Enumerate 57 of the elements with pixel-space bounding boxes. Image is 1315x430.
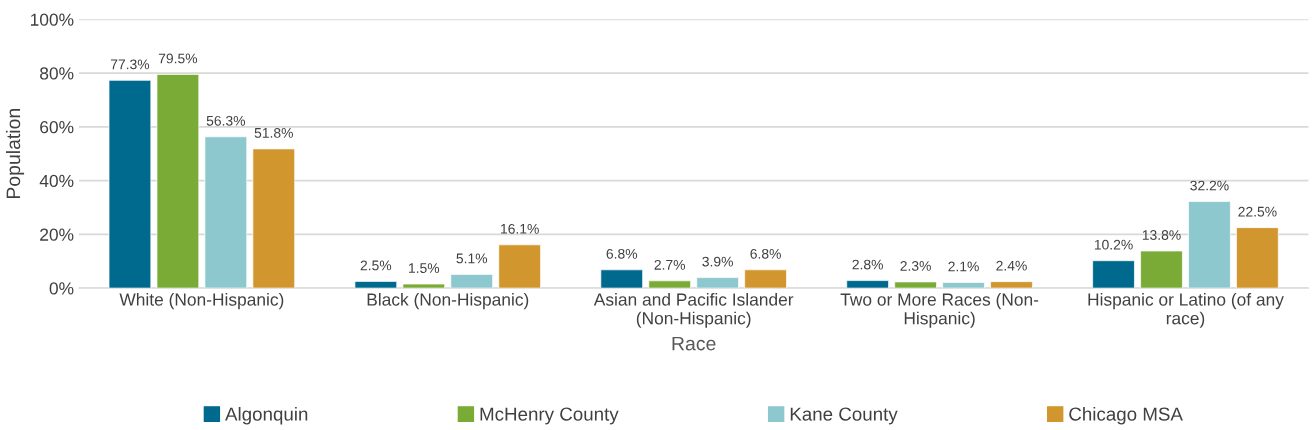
bar [108, 80, 152, 289]
bar [156, 74, 200, 289]
bar [648, 280, 691, 289]
bar [1236, 227, 1279, 289]
data-label: 5.1% [456, 253, 488, 264]
bar [402, 283, 446, 289]
data-label: 6.8% [750, 248, 781, 259]
bar [696, 277, 739, 289]
bar [1140, 250, 1183, 289]
data-label: 2.4% [996, 260, 1027, 271]
bar [1188, 201, 1231, 289]
x-tick-label: Black (Non-Hispanic) [367, 292, 529, 310]
bar [204, 136, 248, 289]
data-label: 2.5% [360, 260, 392, 271]
x-tick-label: White (Non-Hispanic) [119, 292, 284, 310]
data-label: 79.5% [158, 53, 198, 64]
bar [744, 269, 787, 289]
bar [498, 244, 541, 289]
bar [600, 269, 643, 289]
data-label: 13.8% [1142, 230, 1181, 240]
bar [252, 148, 296, 289]
y-tick-label: 60% [40, 121, 74, 134]
bar [450, 274, 493, 289]
data-label: 56.3% [206, 115, 246, 126]
data-label: 16.1% [501, 223, 539, 234]
bar [894, 281, 937, 289]
data-label: 51.8% [254, 127, 293, 138]
bar [846, 280, 889, 289]
bar [354, 281, 398, 289]
y-tick-label: 0% [49, 282, 74, 295]
bar [942, 282, 985, 289]
legend-label: McHenry County [480, 407, 619, 425]
data-label: 2.1% [948, 261, 979, 272]
data-label: 10.2% [1094, 239, 1133, 250]
data-label: 2.7% [654, 259, 686, 270]
data-label: 6.8% [606, 248, 638, 259]
bar [1092, 260, 1135, 289]
bar [990, 281, 1033, 289]
data-label: 77.3% [110, 59, 150, 70]
legend-label: Algonquin [225, 406, 308, 425]
data-label: 2.3% [900, 261, 931, 271]
x-tick-label: Asian and Pacific Islander (Non-Hispanic) [593, 292, 794, 328]
y-axis-title: Population [5, 109, 25, 199]
y-tick-label: 20% [40, 228, 74, 241]
data-label: 3.9% [702, 256, 733, 267]
legend-label: Kane County [790, 407, 898, 425]
data-label: 22.5% [1238, 206, 1277, 217]
y-tick-label: 80% [40, 67, 74, 80]
x-axis-title: Race [672, 336, 716, 351]
data-label: 2.8% [852, 259, 883, 270]
data-label: 32.2% [1190, 180, 1229, 191]
x-tick-label: Hispanic or Latino (of any race) [1088, 292, 1284, 328]
data-label: 1.5% [409, 263, 440, 273]
legend-label: Chicago MSA [1069, 406, 1183, 425]
y-tick-label: 100% [30, 13, 74, 26]
x-tick-label: Two or More Races (Non- Hispanic) [840, 292, 1039, 328]
y-tick-label: 40% [39, 174, 74, 188]
